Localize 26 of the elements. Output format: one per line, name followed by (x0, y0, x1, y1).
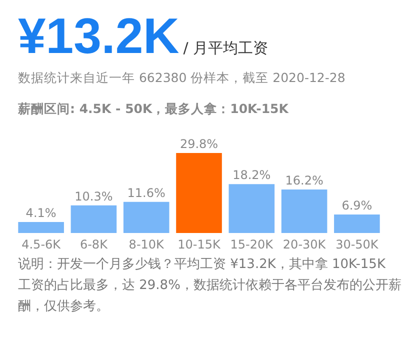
chart-subtitle: / 月平均工资 (183, 39, 268, 57)
x-tick-label: 20-30K (282, 238, 327, 252)
bar (228, 184, 275, 233)
chart-title: ¥13.2K (18, 8, 180, 64)
data-label: 18.2% (232, 168, 271, 182)
x-tick-label: 4.5-6K (22, 238, 62, 252)
x-tick-label: 8-10K (128, 238, 166, 252)
data-label: 11.6% (127, 186, 166, 200)
bar (18, 222, 64, 233)
bar (70, 205, 117, 233)
x-tick-label: 30-50K (336, 238, 380, 252)
data-label: 10.3% (74, 189, 113, 204)
x-tick-label: 10-15K (178, 238, 222, 252)
text: 数据统计来自近一年 662380 份样本，截至 2020-12-28 (17, 70, 346, 87)
bar (334, 214, 380, 233)
data-label: 16.2% (285, 174, 324, 188)
bar (123, 202, 170, 233)
data-label: 29.8% (180, 137, 218, 151)
text: 薪酬区间: 4.5K - 50K，最多人拿：10K-15K (17, 101, 290, 118)
bar (281, 190, 328, 233)
data-label: 4.1% (26, 206, 56, 220)
x-tick-label: 6-8K (80, 238, 109, 252)
text: 说明：开发一个月多少钱？平均工资 ¥13.2K，其中拿 10K-15K 工资的占比最多，达 29.8%，数据统计依赖于各平台发布的公开薪酬，仅供参考。 (17, 256, 402, 316)
bar (176, 153, 222, 233)
data-label: 6.9% (342, 198, 372, 212)
x-tick-label: 15-20K (230, 238, 274, 252)
